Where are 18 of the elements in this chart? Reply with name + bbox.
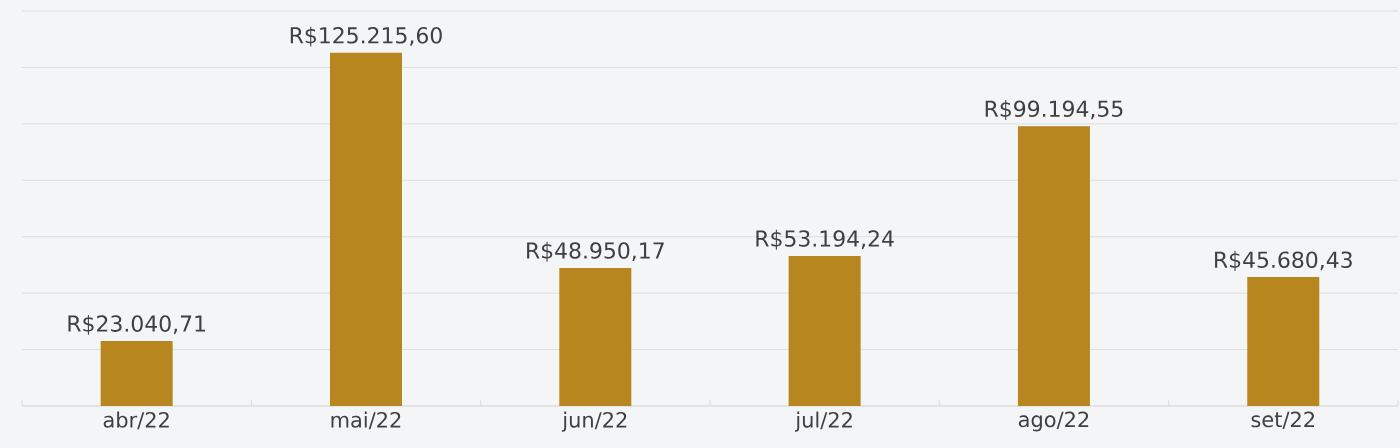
x-tick-label: abr/22: [103, 411, 169, 430]
bar: [788, 255, 861, 406]
data-label: R$99.194,55: [985, 100, 1123, 120]
bar: [1017, 126, 1090, 406]
data-label: R$45.680,43: [1215, 251, 1352, 271]
bar: [100, 340, 173, 406]
data-label: R$53.194,24: [756, 229, 894, 250]
bar: [329, 52, 402, 406]
bar: [1247, 277, 1320, 406]
x-tick-label: ago/22: [1018, 411, 1089, 432]
x-tick-label: mai/22: [331, 411, 401, 430]
x-tick-label: jul/22: [794, 411, 852, 432]
data-label: R$125.215,60: [290, 26, 442, 47]
x-tick-label: set/22: [1251, 411, 1314, 429]
data-label: R$48.950,17: [527, 241, 664, 262]
bar: [559, 267, 632, 406]
data-label: R$23.040,71: [68, 314, 205, 335]
x-tick-label: jun/22: [561, 411, 627, 432]
